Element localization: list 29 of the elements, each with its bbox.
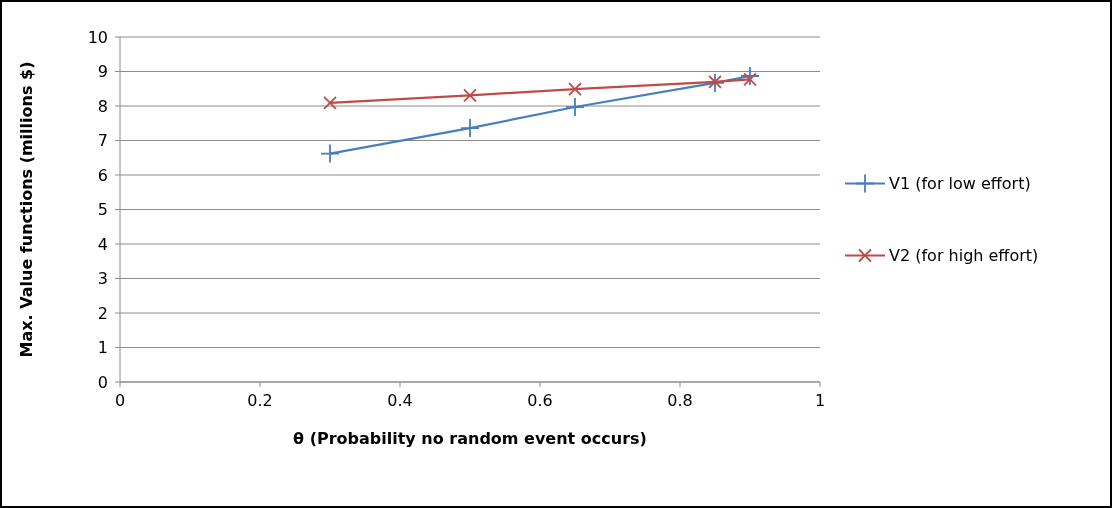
point	[323, 96, 337, 110]
x-tick-label: 0.8	[667, 391, 693, 410]
point	[568, 82, 582, 96]
y-tick-label: 2	[97, 303, 108, 323]
x-tick-label: 0.2	[247, 391, 273, 410]
point	[460, 118, 480, 138]
point	[740, 66, 760, 86]
y-axis-title: Max. Value functions (millions $)	[17, 61, 36, 358]
x-tick-label: 0.6	[527, 391, 553, 410]
x-tick-label: 1	[814, 391, 826, 410]
y-tick-label: 6	[97, 165, 108, 185]
x-tick-label: 0	[114, 391, 126, 410]
point	[565, 97, 585, 117]
y-tick-label: 9	[97, 62, 108, 82]
y-tick-label: 4	[97, 234, 108, 254]
y-tick-label: 1	[97, 338, 108, 358]
legend-label: V1 (for low effort)	[889, 174, 1031, 194]
y-tick-label: 7	[97, 131, 108, 151]
point	[320, 143, 340, 164]
y-tick-label: 3	[97, 269, 108, 289]
x-tick-label: 0.4	[387, 391, 413, 410]
point	[743, 72, 757, 87]
point	[463, 88, 477, 103]
x-axis-title: θ (Probability no random event occurs)	[293, 429, 647, 448]
y-tick-label: 0	[97, 372, 108, 392]
y-tick-label: 8	[97, 96, 108, 116]
legend-label: V2 (for high effort)	[889, 246, 1039, 266]
y-tick-label: 10	[87, 27, 108, 47]
y-tick-label: 5	[97, 200, 108, 220]
